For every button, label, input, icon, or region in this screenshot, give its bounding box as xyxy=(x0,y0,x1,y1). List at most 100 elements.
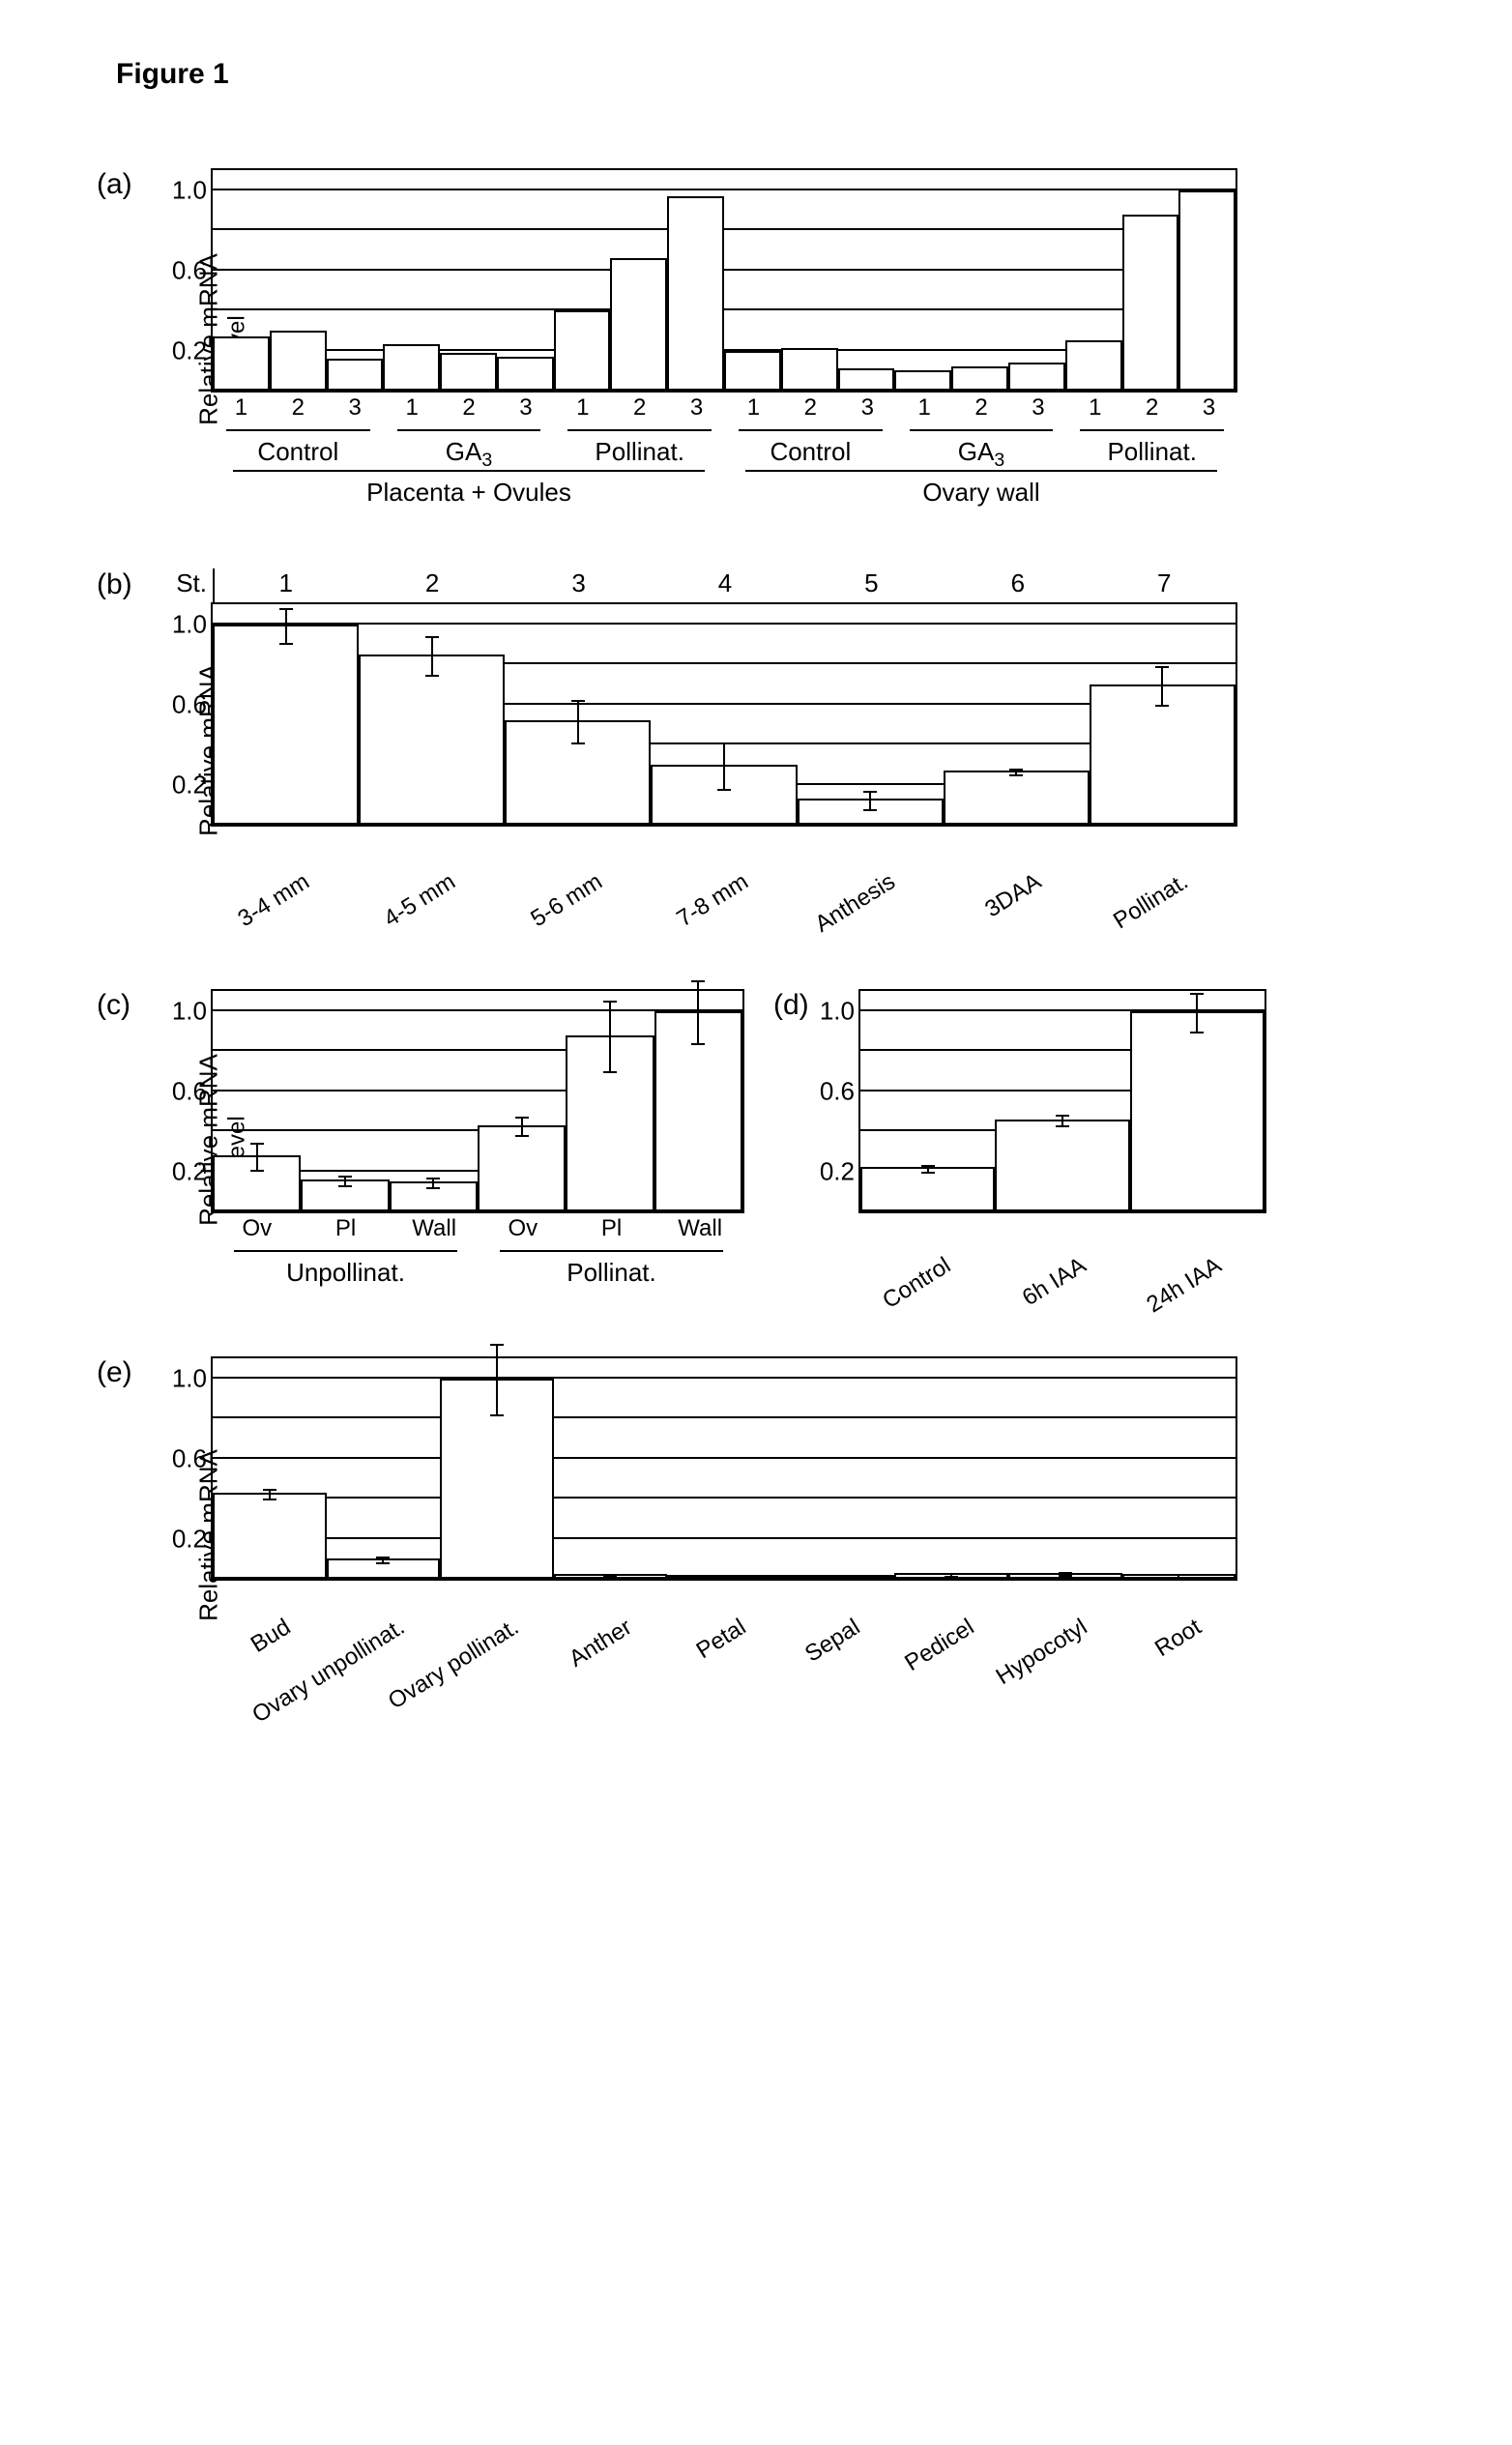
y-tick-label: 0.6 xyxy=(172,1443,213,1473)
error-bar xyxy=(1015,769,1017,776)
bar xyxy=(798,799,944,825)
bar xyxy=(1130,1011,1265,1211)
x-labels-d: Control6h IAA24h IAA xyxy=(860,1211,1266,1298)
stage-row: St.1234567 xyxy=(213,568,1237,598)
x-tick-label: 1 xyxy=(725,391,782,429)
x-labels-b: 3-4 mm4-5 mm5-6 mm7-8 mmAnthesis3DAAPoll… xyxy=(213,825,1237,931)
bar xyxy=(213,336,270,391)
y-tick-label: 0.2 xyxy=(172,335,213,365)
panel-a-label: (a) xyxy=(97,168,132,201)
panel-c: (c) Relative mRNAlevel 0.20.61.0 OvPlWal… xyxy=(116,989,744,1298)
x-tick-label: 1 xyxy=(384,391,441,429)
stage-number: 3 xyxy=(506,568,652,598)
x-tick-label: Ov xyxy=(479,1211,567,1250)
panel-b-label: (b) xyxy=(97,568,132,601)
bar xyxy=(1178,190,1236,391)
error-bar xyxy=(269,1489,271,1501)
supergroup-labels-a: Placenta + OvulesOvary wall xyxy=(213,470,1237,510)
error-bar xyxy=(496,1344,498,1416)
x-tick-label: Pl xyxy=(302,1211,391,1250)
bar xyxy=(944,771,1090,825)
y-tick-label: 1.0 xyxy=(172,609,213,639)
x-tick-label: 1 xyxy=(896,391,953,429)
bar xyxy=(213,625,359,825)
panel-b: (b) Relative mRNAlevel St.1234567 0.20.6… xyxy=(116,568,1396,931)
error-bar xyxy=(927,1165,929,1173)
x-tick-label: 2 xyxy=(270,391,327,429)
stage-header: St. xyxy=(164,568,213,598)
x-tick-label: Bud xyxy=(230,1579,339,1659)
bar xyxy=(270,331,327,391)
y-tick-label: 0.6 xyxy=(172,689,213,719)
x-tick-label: 2 xyxy=(611,391,668,429)
group-labels-c: Unpollinat.Pollinat. xyxy=(213,1250,744,1291)
bar xyxy=(566,1035,654,1211)
bar xyxy=(301,1179,389,1211)
stage-number: 4 xyxy=(652,568,798,598)
bar xyxy=(894,370,951,391)
y-tick-label: 0.6 xyxy=(172,255,213,285)
y-tick-label: 1.0 xyxy=(820,996,860,1026)
bar xyxy=(213,1493,327,1579)
panel-e-label: (e) xyxy=(97,1356,132,1389)
x-tick-label: 2 xyxy=(782,391,839,429)
y-tick-label: 1.0 xyxy=(172,996,213,1026)
bar xyxy=(651,765,797,825)
x-tick-label: Pollinat. xyxy=(1114,825,1250,922)
error-bar xyxy=(344,1176,346,1188)
error-bar xyxy=(1178,1574,1179,1578)
supergroup-label: Placenta + Ovules xyxy=(213,470,725,510)
x-tick-label: 24h IAA xyxy=(1151,1211,1278,1303)
chart-d: 0.20.61.0 xyxy=(860,989,1266,1211)
panel-e: (e) Relative mRNAlevel 0.20.61.0 BudOvar… xyxy=(116,1356,1396,1714)
x-tick-label: 1 xyxy=(554,391,611,429)
error-bar xyxy=(1161,666,1163,707)
group-label: Control xyxy=(213,429,384,470)
error-bar xyxy=(1064,1572,1066,1577)
bar xyxy=(781,348,838,391)
x-tick-label: Control xyxy=(881,1211,1007,1303)
group-label: Control xyxy=(725,429,896,470)
bar xyxy=(478,1125,566,1211)
bar xyxy=(1008,363,1065,391)
chart-c: 0.20.61.0 xyxy=(213,989,744,1211)
x-tick-label: 6h IAA xyxy=(1016,1211,1143,1303)
bar xyxy=(440,1379,554,1579)
x-tick-label: 2 xyxy=(441,391,498,429)
y-tick-label: 0.2 xyxy=(172,1156,213,1186)
x-tick-label: Sepal xyxy=(800,1579,909,1659)
x-tick-label: 4-5 mm xyxy=(381,825,517,922)
bar xyxy=(724,351,781,391)
bar xyxy=(327,359,384,391)
error-bar xyxy=(432,1178,434,1190)
chart-a: 0.20.61.0 xyxy=(213,168,1237,391)
y-tick-label: 0.2 xyxy=(820,1156,860,1186)
panel-d-label: (d) xyxy=(773,989,809,1022)
bar xyxy=(497,357,554,391)
bar xyxy=(1122,215,1179,391)
x-labels-e: BudOvary unpollinat.Ovary pollinat.Anthe… xyxy=(213,1579,1237,1714)
x-tick-label: Anthesis xyxy=(821,825,957,922)
bar xyxy=(390,1181,478,1211)
chart-b: 0.20.61.0 xyxy=(213,602,1237,825)
x-labels-c: OvPlWallOvPlWall xyxy=(213,1211,744,1250)
x-tick-label: 3 xyxy=(1180,391,1237,429)
bar xyxy=(654,1011,742,1211)
error-bar xyxy=(1061,1115,1063,1127)
stage-number: 2 xyxy=(359,568,505,598)
x-tick-label: Ov xyxy=(213,1211,302,1250)
bar xyxy=(610,258,667,391)
error-bar xyxy=(837,1576,839,1579)
bar xyxy=(327,1558,441,1579)
y-tick-label: 1.0 xyxy=(172,1363,213,1393)
figure-title: Figure 1 xyxy=(116,58,1396,91)
error-bar xyxy=(609,1574,611,1578)
bar xyxy=(995,1120,1129,1211)
x-tick-label: Hypocotyl xyxy=(1027,1579,1136,1659)
error-bar xyxy=(609,1001,611,1073)
x-tick-label: 3DAA xyxy=(967,825,1103,922)
error-bar xyxy=(1196,993,1198,1033)
bar xyxy=(1065,340,1122,391)
x-tick-label: 2 xyxy=(1123,391,1180,429)
x-tick-label: Ovary pollinat. xyxy=(457,1579,567,1659)
